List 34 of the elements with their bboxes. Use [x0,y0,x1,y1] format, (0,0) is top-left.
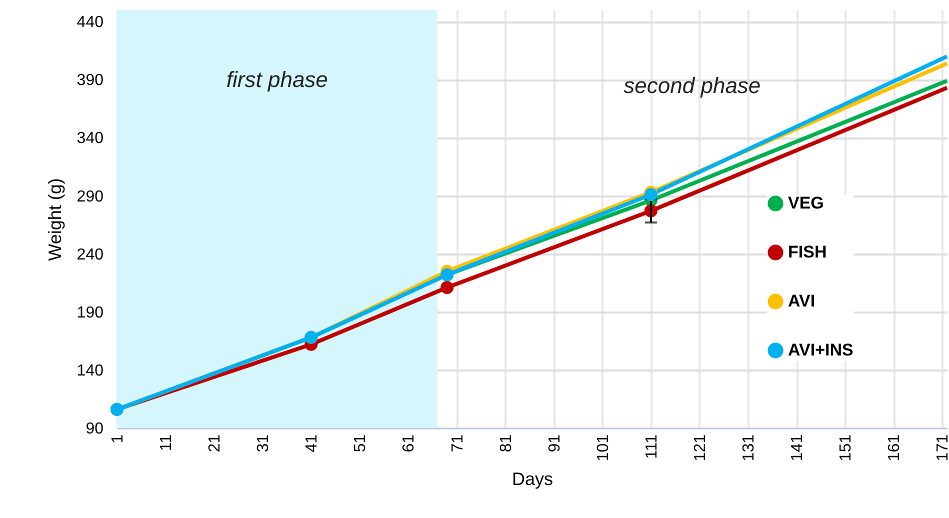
x-tick-label: 151 [838,434,855,462]
legend-label: AVI+INS [788,340,854,360]
y-tick-label: 240 [76,246,104,264]
x-tick-label: 51 [352,434,370,452]
band-label: first phase [226,67,328,92]
legend-label: VEG [788,194,824,212]
x-tick-label: 101 [594,434,612,462]
y-tick-label: 140 [76,362,104,380]
legend-label: FISH [788,242,827,262]
x-tick-label: 11 [158,434,176,452]
y-tick-label: 190 [76,304,104,322]
x-tick-label: 41 [304,434,321,452]
y-tick-label: 90 [86,420,104,438]
x-tick-label: 61 [400,434,418,452]
x-tick-label: 171 [934,434,949,462]
annotation: second phase [624,73,761,98]
x-axis-title: Days [512,469,554,490]
y-tick-label: 340 [76,130,104,148]
x-tick-label: 21 [206,434,224,452]
x-tick-label: 1 [110,434,126,444]
y-axis-title: Weight (g) [44,178,65,261]
x-tick-label: 131 [740,434,758,462]
y-tick-label: 440 [76,14,104,32]
x-tick-label: 81 [498,434,515,452]
x-tick-label: 141 [789,434,806,462]
x-tick-label: 31 [255,434,272,452]
x-tick-label: 71 [449,434,466,452]
legend-label: AVI [788,292,816,310]
x-tick-label: 111 [643,434,660,459]
y-tick-label: 290 [76,188,104,206]
x-tick-label: 91 [546,434,564,452]
x-tick-label: 121 [692,434,709,462]
y-tick-label: 390 [76,72,104,90]
x-tick-label: 161 [886,434,904,462]
